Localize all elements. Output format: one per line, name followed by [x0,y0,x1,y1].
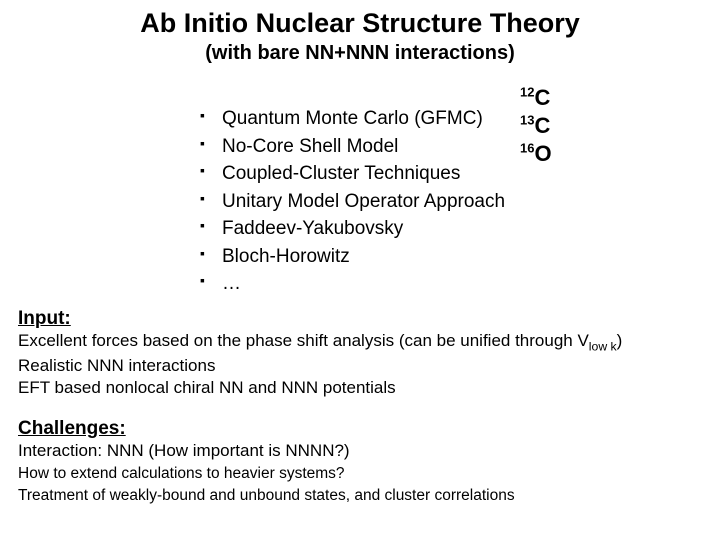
list-item: Bloch-Horowitz [200,243,505,271]
challenges-heading: Challenges: [18,418,710,440]
isotope: 16O [520,140,552,168]
list-item-label: … [222,273,241,294]
list-item: Coupled-Cluster Techniques [200,160,505,188]
list-item: Unitary Model Operator Approach [200,188,505,216]
list-item-label: No-Core Shell Model [222,136,398,157]
list-item-label: Unitary Model Operator Approach [222,191,505,212]
input-line2: Realistic NNN interactions [18,356,215,375]
input-heading: Input: [18,308,710,330]
isotope-symbol: C [534,113,550,138]
isotope-symbol: C [534,85,550,110]
isotope-column: 12C 13C 16O [520,84,552,168]
challenges-line2: How to extend calculations to heavier sy… [18,465,345,482]
input-line1b: ) [617,331,623,350]
vlowk-subscript: low k [589,339,617,353]
challenges-line1: Interaction: NNN (How important is NNNN?… [18,441,350,460]
isotope: 13C [520,112,552,140]
list-item: Quantum Monte Carlo (GFMC) [200,105,505,133]
slide-title: Ab Initio Nuclear Structure Theory [0,8,720,39]
isotope: 12C [520,84,552,112]
list-item-label: Bloch-Horowitz [222,246,350,267]
list-item-label: Coupled-Cluster Techniques [222,163,460,184]
input-body: Excellent forces based on the phase shif… [18,330,710,399]
list-item: Faddeev-Yakubovsky [200,215,505,243]
input-line3: EFT based nonlocal chiral NN and NNN pot… [18,378,396,397]
challenges-section: Challenges: Interaction: NNN (How import… [18,418,710,506]
methods-list: Quantum Monte Carlo (GFMC) No-Core Shell… [160,105,505,298]
challenges-line3: Treatment of weakly-bound and unbound st… [18,487,515,504]
list-item-label: Quantum Monte Carlo (GFMC) [222,108,483,129]
list-item: No-Core Shell Model [200,133,505,161]
isotope-mass: 13 [520,113,534,128]
slide: Ab Initio Nuclear Structure Theory (with… [0,0,720,540]
list-item-label: Faddeev-Yakubovsky [222,218,403,239]
isotope-mass: 16 [520,141,534,156]
input-section: Input: Excellent forces based on the pha… [18,308,710,399]
challenges-body: Interaction: NNN (How important is NNNN?… [18,440,710,506]
list-item: … [200,270,505,298]
input-line1a: Excellent forces based on the phase shif… [18,331,589,350]
isotope-symbol: O [534,141,551,166]
isotope-mass: 12 [520,85,534,100]
slide-subtitle: (with bare NN+NNN interactions) [0,42,720,65]
